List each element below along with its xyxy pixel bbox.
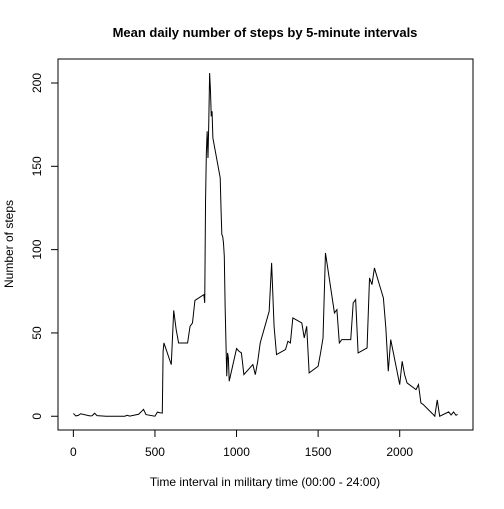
x-tick-label: 0: [70, 445, 77, 459]
x-tick-label: 500: [145, 445, 165, 459]
y-tick-label: 50: [30, 326, 44, 340]
x-tick-label: 1500: [305, 445, 332, 459]
y-tick-label: 100: [30, 239, 44, 259]
y-tick-label: 150: [30, 156, 44, 176]
x-tick-label: 2000: [386, 445, 413, 459]
y-axis-label: Number of steps: [2, 200, 16, 288]
line-series: [73, 72, 458, 418]
chart-title: Mean daily number of steps by 5-minute i…: [113, 25, 418, 40]
x-tick-label: 1000: [223, 445, 250, 459]
y-tick-label: 200: [30, 73, 44, 93]
y-tick-label: 0: [30, 413, 44, 420]
plot-box: [57, 58, 474, 431]
x-axis-label: Time interval in military time (00:00 - …: [150, 475, 380, 489]
